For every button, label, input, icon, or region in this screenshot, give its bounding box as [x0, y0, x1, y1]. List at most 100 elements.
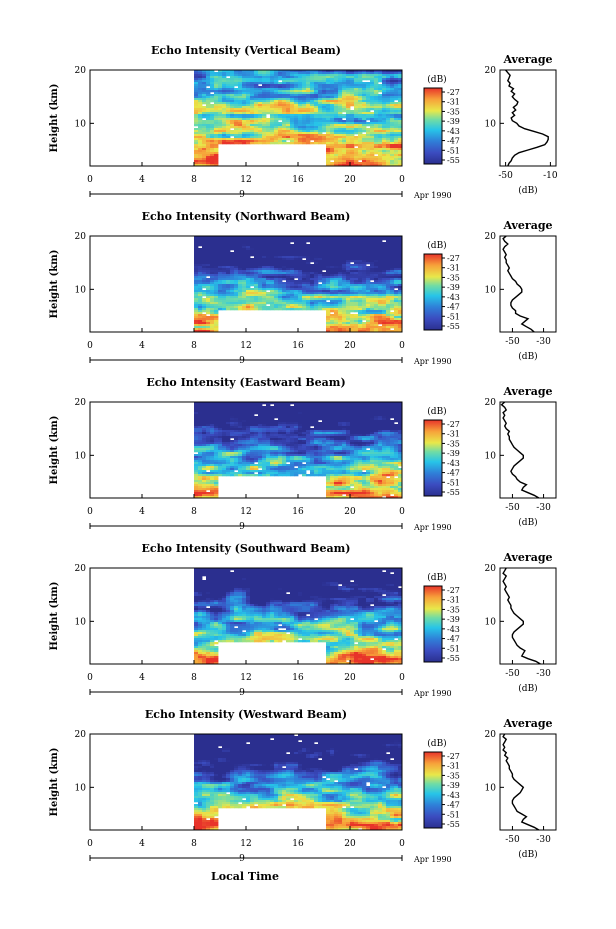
heatmap-cell	[202, 268, 207, 271]
heatmap-cell	[246, 96, 251, 99]
heatmap-cell	[250, 306, 255, 309]
heatmap-cell	[326, 294, 331, 297]
heatmap-cell	[250, 122, 255, 125]
heatmap-cell	[314, 250, 319, 253]
heatmap-cell	[390, 138, 395, 141]
heatmap-cell	[338, 82, 343, 85]
heatmap-cell	[254, 114, 259, 117]
heatmap-cell	[242, 474, 247, 477]
heatmap-cell	[198, 456, 203, 459]
heatmap-cell	[222, 98, 227, 101]
heatmap-cell	[226, 122, 231, 125]
heatmap-cell	[334, 270, 339, 273]
heatmap-cell	[314, 118, 319, 121]
heatmap-cell	[322, 274, 327, 277]
heatmap-cell	[362, 304, 367, 307]
heatmap-cell	[386, 98, 391, 101]
heatmap-cell	[282, 110, 287, 113]
heatmap-cell	[394, 254, 399, 257]
heatmap-cell	[214, 162, 219, 165]
heatmap-cell	[378, 326, 383, 329]
heatmap-cell	[198, 408, 203, 411]
heatmap-cell	[342, 140, 347, 143]
heatmap-cell	[298, 250, 303, 253]
heatmap-cell	[386, 312, 391, 315]
heatmap-cell	[222, 252, 227, 255]
heatmap-cell	[318, 274, 323, 277]
heatmap-cell	[194, 104, 199, 107]
heatmap-cell	[218, 472, 223, 475]
heatmap-cell	[378, 96, 383, 99]
heatmap-cell	[342, 312, 347, 315]
heatmap-cell	[266, 106, 271, 109]
heatmap-cell	[230, 464, 235, 467]
heatmap-cell	[258, 126, 263, 129]
heatmap-cell	[214, 138, 219, 141]
heatmap-cell	[382, 118, 387, 121]
heatmap-cell	[210, 494, 215, 497]
heatmap-cell	[246, 272, 251, 275]
heatmap-cell	[234, 124, 239, 127]
heatmap-cell	[270, 82, 275, 85]
heatmap-cell	[318, 132, 323, 135]
heatmap-cell	[214, 430, 219, 433]
heatmap-cell	[274, 142, 279, 145]
heatmap-cell	[326, 96, 331, 99]
heatmap-cell	[214, 110, 219, 113]
heatmap-cell	[310, 78, 315, 81]
heatmap-cell	[350, 140, 355, 143]
colorbar-tick-label: -47	[447, 137, 460, 146]
heatmap-cell	[194, 296, 199, 299]
heatmap-cell	[342, 98, 347, 101]
heatmap-cell	[298, 108, 303, 111]
heatmap-cell	[358, 116, 363, 119]
heatmap-cell	[194, 448, 199, 451]
heatmap-cell	[194, 468, 199, 471]
heatmap-cell	[254, 74, 259, 77]
heatmap-cell	[214, 246, 219, 249]
heatmap-cell	[386, 162, 391, 165]
heatmap-cell	[214, 90, 219, 93]
heatmap-cell	[282, 114, 287, 117]
heatmap-cell	[334, 286, 339, 289]
heatmap-cell	[358, 94, 363, 97]
heatmap-cell	[378, 162, 383, 165]
heatmap-cell	[354, 164, 359, 167]
heatmap-cell	[346, 154, 351, 157]
heatmap-cell	[266, 108, 271, 111]
heatmap-cell	[278, 74, 283, 77]
heatmap-cell	[362, 270, 367, 273]
heatmap-cell	[394, 106, 399, 109]
heatmap-cell	[374, 124, 379, 127]
heatmap-cell	[282, 122, 287, 125]
heatmap-cell	[342, 264, 347, 267]
heatmap-cell	[214, 282, 219, 285]
heatmap-cell	[370, 120, 375, 123]
heatmap-cell	[370, 330, 375, 333]
heatmap-cell	[346, 282, 351, 285]
heatmap-cell	[294, 124, 299, 127]
heatmap-cell	[390, 278, 395, 281]
heatmap-cell	[330, 278, 335, 281]
heatmap-cell	[214, 462, 219, 465]
heatmap-cell	[370, 108, 375, 111]
heatmap-cell	[202, 328, 207, 331]
heatmap-cell	[210, 472, 215, 475]
heatmap-cell	[314, 236, 319, 239]
heatmap-cell	[206, 110, 211, 113]
heatmap-cell	[294, 132, 299, 135]
heatmap-cell	[398, 152, 403, 155]
heatmap-cell	[254, 122, 259, 125]
heatmap-cell	[374, 140, 379, 143]
heatmap-cell	[318, 248, 323, 251]
heatmap-cell	[202, 146, 207, 149]
heatmap-cell	[230, 458, 235, 461]
heatmap-cell	[390, 80, 395, 83]
heatmap-cell	[194, 100, 199, 103]
heatmap-cell	[258, 298, 263, 301]
heatmap-cell	[286, 116, 291, 119]
heatmap-cell	[258, 136, 263, 139]
heatmap-cell	[334, 294, 339, 297]
heatmap-cell	[386, 140, 391, 143]
heatmap-cell	[206, 72, 211, 75]
